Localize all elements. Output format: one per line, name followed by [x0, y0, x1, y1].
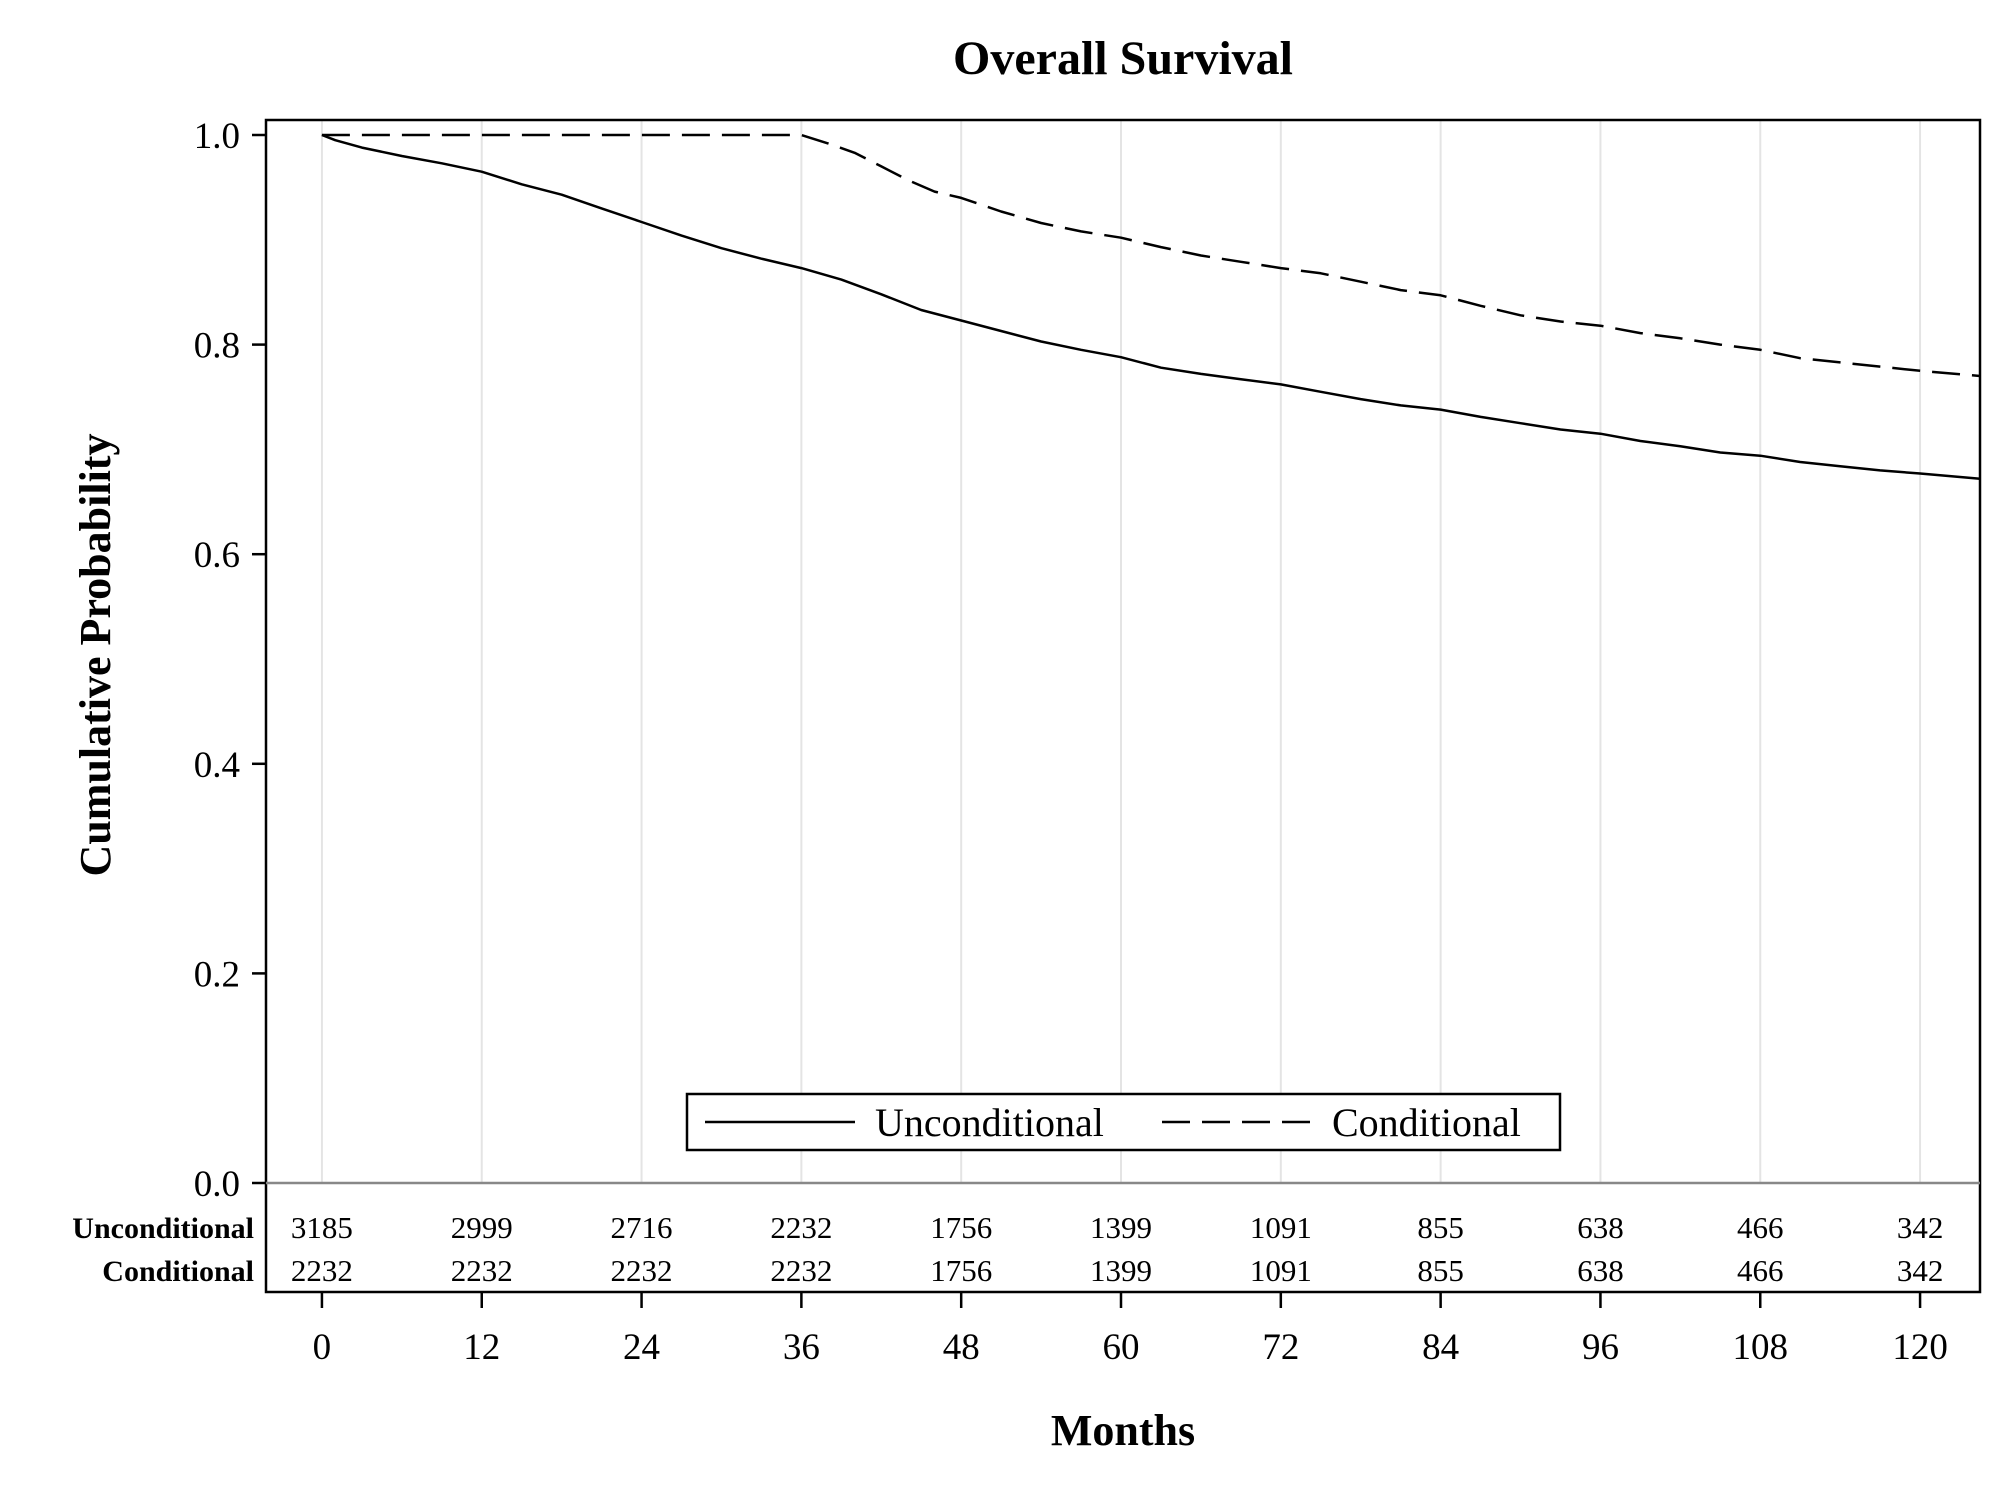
x-tick-label: 0 [313, 1327, 332, 1368]
y-tick-label: 0.8 [194, 326, 240, 367]
x-axis: 0 12 24 36 48 60 72 84 96 108 120 [313, 1292, 1948, 1368]
risk-count: 638 [1577, 1210, 1624, 1245]
y-tick-label: 1.0 [194, 116, 240, 157]
legend-label-unconditional: Unconditional [875, 1100, 1104, 1145]
y-axis-title: Cumulative Probability [71, 434, 120, 877]
x-tick-label: 72 [1262, 1327, 1299, 1368]
x-tick-label: 96 [1582, 1327, 1619, 1368]
legend-label-conditional: Conditional [1332, 1100, 1521, 1145]
risk-count: 2232 [611, 1253, 673, 1288]
risk-count: 2999 [451, 1210, 513, 1245]
series-line-unconditional [321, 133, 1981, 480]
risk-count: 2716 [611, 1210, 673, 1245]
grid-lines [320, 120, 1922, 1183]
risk-count: 466 [1737, 1253, 1784, 1288]
legend: Unconditional Conditional [685, 1092, 1562, 1152]
risk-count: 1091 [1250, 1210, 1312, 1245]
y-tick-label: 0.6 [194, 535, 240, 576]
risk-count: 2232 [451, 1253, 513, 1288]
risk-count: 1756 [930, 1253, 992, 1288]
risk-count: 1399 [1090, 1253, 1152, 1288]
x-tick-label: 12 [463, 1327, 500, 1368]
plot-frame [264, 118, 1982, 1294]
y-tick-label: 0.0 [194, 1164, 240, 1205]
risk-count: 855 [1417, 1210, 1464, 1245]
x-tick-label: 36 [783, 1327, 820, 1368]
risk-count: 2232 [291, 1253, 353, 1288]
risk-count: 638 [1577, 1253, 1624, 1288]
number-at-risk-table: Unconditional 3185 2999 2716 2232 1756 1399 109… [72, 1210, 1943, 1288]
survival-curves [321, 133, 1981, 480]
risk-count: 342 [1897, 1210, 1944, 1245]
risk-count: 466 [1737, 1210, 1784, 1245]
x-tick-label: 60 [1103, 1327, 1140, 1368]
risk-count: 3185 [291, 1210, 353, 1245]
risk-count: 855 [1417, 1253, 1464, 1288]
x-tick-label: 24 [623, 1327, 660, 1368]
risk-count: 342 [1897, 1253, 1944, 1288]
risk-count: 2232 [770, 1210, 832, 1245]
x-tick-label: 120 [1892, 1327, 1948, 1368]
risk-count: 1756 [930, 1210, 992, 1245]
risk-count: 1091 [1250, 1253, 1312, 1288]
series-line-conditional [321, 133, 1981, 378]
chart-title: Overall Survival [953, 32, 1293, 85]
x-axis-title: Months [1051, 1406, 1195, 1455]
x-tick-label: 84 [1422, 1327, 1459, 1368]
y-tick-label: 0.4 [194, 745, 240, 786]
risk-count: 1399 [1090, 1210, 1152, 1245]
risk-row-label: Unconditional [72, 1212, 254, 1245]
x-tick-label: 108 [1733, 1327, 1789, 1368]
risk-count: 2232 [770, 1253, 832, 1288]
risk-row-label: Conditional [102, 1255, 254, 1288]
x-tick-label: 48 [943, 1327, 980, 1368]
y-tick-label: 0.2 [194, 954, 240, 995]
y-axis: 0.0 0.2 0.4 0.6 0.8 1.0 [194, 116, 266, 1205]
